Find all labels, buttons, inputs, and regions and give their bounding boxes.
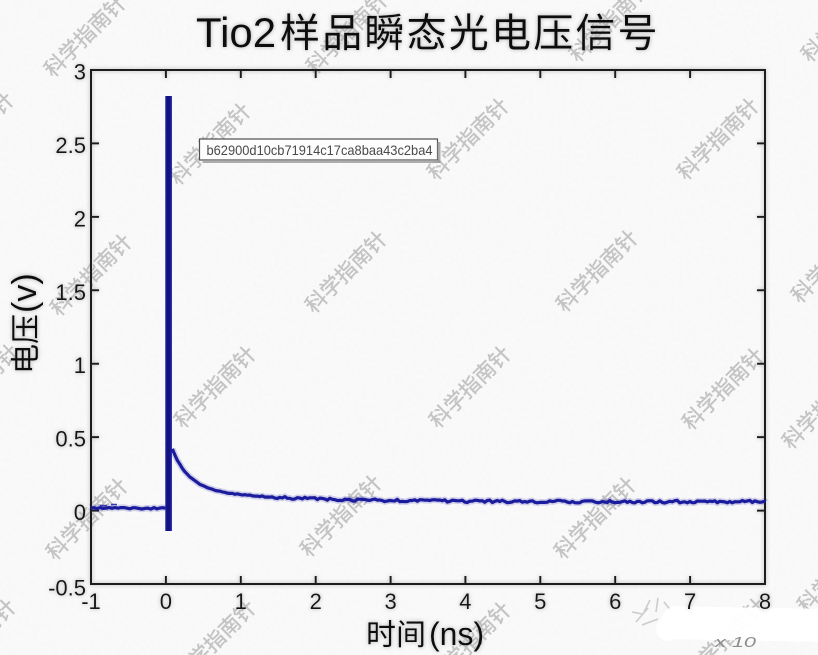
svg-text:x 10: x 10 [714, 634, 757, 651]
svg-text:(ns): (ns) [429, 616, 484, 652]
svg-text:2: 2 [310, 589, 322, 614]
svg-text:Tio2: Tio2 [196, 9, 276, 56]
svg-text:(v): (v) [6, 273, 44, 313]
svg-text:0: 0 [74, 500, 86, 525]
svg-text:1: 1 [235, 589, 247, 614]
svg-text:1: 1 [74, 353, 86, 378]
svg-text:0: 0 [160, 589, 172, 614]
svg-text:b62900d10cb71914c17ca8baa43c2b: b62900d10cb71914c17ca8baa43c2ba4 [207, 143, 433, 158]
svg-text:8: 8 [759, 589, 771, 614]
svg-text:-0.5: -0.5 [48, 576, 86, 601]
svg-text:3: 3 [384, 589, 396, 614]
svg-text:0.5: 0.5 [55, 427, 86, 452]
svg-text:6: 6 [609, 589, 621, 614]
svg-text:4: 4 [459, 589, 471, 614]
svg-text:1.5: 1.5 [55, 280, 86, 305]
svg-text:-1: -1 [81, 589, 101, 614]
svg-text:5: 5 [534, 589, 546, 614]
svg-text:7: 7 [684, 589, 696, 614]
svg-text:2.5: 2.5 [55, 133, 86, 158]
svg-text:2: 2 [74, 206, 86, 231]
svg-text:3: 3 [74, 60, 86, 85]
